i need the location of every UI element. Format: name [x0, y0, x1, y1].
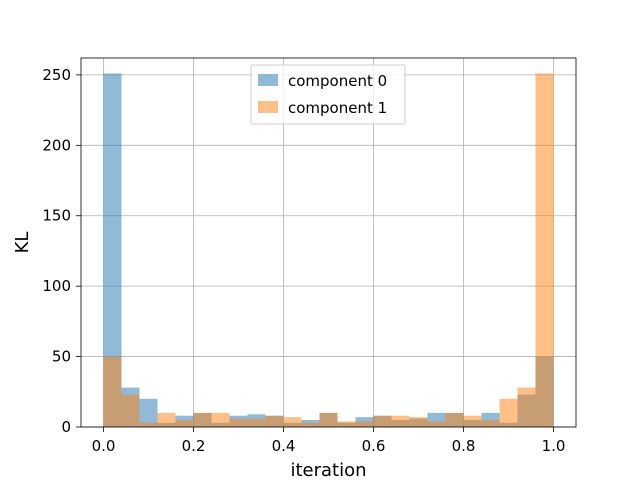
legend-box — [250, 64, 406, 125]
legend-label-component-0: component 0 — [288, 72, 387, 90]
y-tick-label: 200 — [42, 136, 71, 154]
y-tick-label: 250 — [42, 66, 71, 84]
bar-component-1-bin-11 — [301, 422, 320, 427]
bar-component-1-bin-22 — [499, 398, 518, 427]
bar-component-1-bin-24 — [535, 73, 554, 427]
legend: component 0 component 1 — [250, 64, 406, 125]
series-1-bars — [103, 73, 554, 427]
x-tick-label: 0.4 — [272, 437, 296, 455]
y-tick-label: 0 — [61, 418, 71, 436]
y-tick-label: 100 — [42, 277, 71, 295]
bar-component-1-bin-21 — [481, 419, 500, 427]
bar-component-1-bin-2 — [139, 422, 158, 427]
x-tick-label: 0.6 — [362, 437, 386, 455]
x-tick-label: 1.0 — [542, 437, 566, 455]
legend-swatch-component-0 — [258, 74, 278, 86]
bar-component-1-bin-12 — [319, 412, 338, 427]
bar-component-1-bin-5 — [193, 412, 212, 427]
bar-component-1-bin-9 — [265, 415, 284, 427]
bar-component-1-bin-16 — [391, 415, 410, 427]
x-tick-label: 0.8 — [452, 437, 476, 455]
bar-component-1-bin-14 — [355, 421, 374, 427]
y-tick-label: 150 — [42, 207, 71, 225]
y-axis-label: KL — [12, 232, 33, 254]
bar-component-1-bin-0 — [103, 356, 122, 427]
legend-swatch-component-1 — [258, 101, 278, 113]
x-axis-label: iteration — [290, 460, 366, 480]
x-tick-label: 0.0 — [92, 437, 116, 455]
bar-component-1-bin-23 — [517, 387, 536, 427]
bar-component-1-bin-18 — [427, 421, 446, 427]
bar-component-1-bin-20 — [463, 415, 482, 427]
y-tick-label: 50 — [52, 348, 71, 366]
axis-ticks: 0.0 0.2 0.4 0.6 0.8 1.0 0 50 100 150 200 250 — [42, 66, 565, 455]
bar-component-0-bin-0 — [103, 73, 122, 427]
bar-component-0-bin-2 — [139, 398, 158, 427]
bar-component-1-bin-8 — [247, 418, 266, 427]
plot-frame — [80, 57, 577, 428]
bar-component-1-bin-19 — [445, 412, 464, 427]
bar-component-1-bin-7 — [229, 418, 248, 427]
histogram-bars — [103, 73, 554, 427]
legend-label-component-1: component 1 — [288, 99, 387, 117]
bar-component-1-bin-10 — [283, 417, 302, 427]
bar-component-1-bin-6 — [211, 412, 230, 427]
bar-component-1-bin-4 — [175, 419, 194, 427]
bar-component-1-bin-1 — [121, 394, 140, 427]
bar-component-1-bin-15 — [373, 415, 392, 427]
bar-component-1-bin-17 — [409, 417, 428, 427]
bar-component-1-bin-13 — [337, 421, 356, 427]
x-tick-label: 0.2 — [182, 437, 206, 455]
bar-component-1-bin-3 — [157, 412, 176, 427]
